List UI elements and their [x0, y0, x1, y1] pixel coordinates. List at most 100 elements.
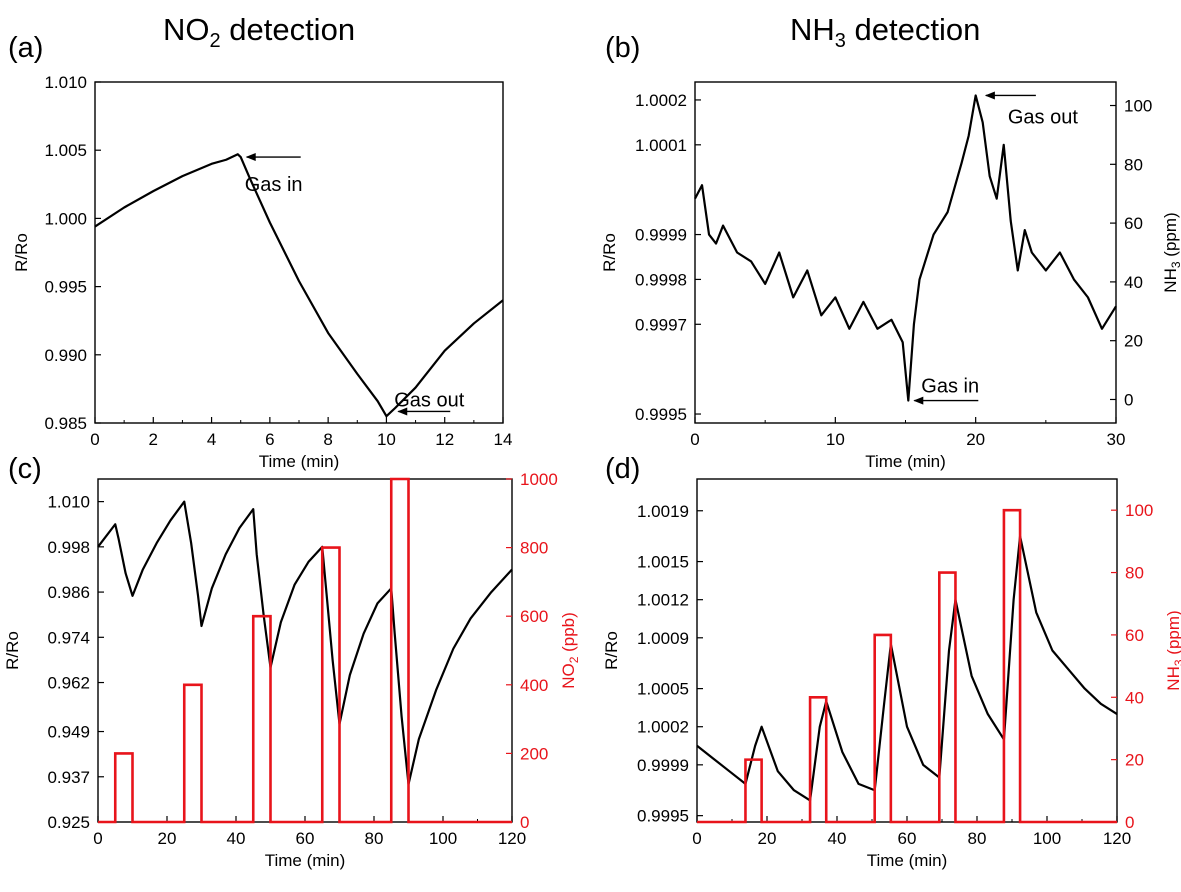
y2-tick-label-d: 60 — [1125, 626, 1144, 645]
y-tick-label-d: 1.0009 — [637, 629, 689, 648]
annotation-arrowhead-a-gas-in — [245, 153, 256, 162]
y-axis-label-a: R/Ro — [12, 233, 31, 272]
y-tick-label-c: 0.925 — [47, 813, 90, 832]
series-line-a-series — [94, 153, 504, 418]
y-tick-label-c: 1.010 — [47, 493, 90, 512]
y2-tick-label-c: 1000 — [520, 470, 558, 489]
x-tick-label-b: 20 — [966, 430, 985, 449]
y-tick-label-b: 0.9995 — [635, 405, 687, 424]
plot-frame-a — [94, 81, 504, 424]
title-a-rest: detection — [220, 12, 356, 47]
title-b-sub: 3 — [834, 30, 846, 53]
y2-tick-label-d: 100 — [1125, 501, 1153, 520]
title-b-rest: detection — [845, 12, 981, 47]
x-tick-label-a: 8 — [323, 430, 332, 449]
annotation-arrowhead-b-gas-in — [913, 396, 924, 405]
panel-label-d: (d) — [605, 453, 641, 485]
y-tick-label-a: 1.010 — [44, 73, 87, 92]
plot-frame-d — [696, 478, 1118, 823]
x-tick-label-a: 12 — [435, 430, 454, 449]
title-no2-detection: NO2 detection — [163, 12, 355, 53]
y2-tick-label-b: 60 — [1124, 214, 1143, 233]
x-axis-label-c: Time (min) — [265, 851, 346, 870]
y2-tick-label-b: 0 — [1124, 390, 1133, 409]
y2-axis-label-b: NH3 (ppm) — [1161, 212, 1181, 292]
annotation-label-b-gas-out: Gas out — [1008, 106, 1078, 128]
y-axis-label-d: R/Ro — [602, 631, 621, 670]
x-tick-label-d: 80 — [968, 829, 987, 848]
y-tick-label-c: 0.962 — [47, 674, 90, 693]
x-tick-label-c: 100 — [429, 829, 457, 848]
x-tick-label-d: 100 — [1033, 829, 1061, 848]
panel-label-c: (c) — [8, 453, 42, 485]
y2-tick-label-b: 100 — [1124, 97, 1152, 116]
x-tick-label-a: 0 — [90, 430, 99, 449]
y-tick-label-c: 0.986 — [47, 583, 90, 602]
y-axis-label-c: R/Ro — [3, 631, 22, 670]
x-tick-label-a: 2 — [149, 430, 158, 449]
series-line-d-r-ro — [696, 535, 1118, 802]
y2-tick-label-d: 0 — [1125, 813, 1134, 832]
x-tick-label-d: 60 — [898, 829, 917, 848]
annotation-label-b-gas-in: Gas in — [921, 376, 979, 398]
x-tick-label-d: 40 — [828, 829, 847, 848]
x-tick-label-c: 20 — [158, 829, 177, 848]
x-tick-label-c: 80 — [365, 829, 384, 848]
y2-tick-label-d: 20 — [1125, 751, 1144, 770]
y-tick-label-a: 0.985 — [44, 414, 87, 433]
y2-tick-label-c: 600 — [520, 607, 548, 626]
y2-tick-label-b: 20 — [1124, 332, 1143, 351]
x-tick-label-d: 120 — [1103, 829, 1131, 848]
x-tick-label-a: 6 — [265, 430, 274, 449]
annotation-arrowhead-a-gas-out — [397, 407, 408, 416]
annotation-arrowhead-b-gas-out — [984, 91, 995, 100]
y-tick-label-b: 1.0002 — [635, 91, 687, 110]
y-tick-label-a: 0.995 — [44, 278, 87, 297]
y2-tick-label-d: 80 — [1125, 564, 1144, 583]
x-tick-label-c: 120 — [498, 829, 526, 848]
y-tick-label-b: 0.9998 — [635, 270, 687, 289]
x-tick-label-c: 60 — [296, 829, 315, 848]
series-line-c-no2-ppb — [98, 477, 512, 824]
y-tick-label-c: 0.949 — [47, 723, 90, 742]
x-tick-label-a: 14 — [494, 430, 513, 449]
x-axis-label-a: Time (min) — [259, 452, 340, 471]
title-a-main: NO — [163, 12, 210, 47]
x-tick-label-d: 0 — [692, 829, 701, 848]
x-tick-label-c: 40 — [227, 829, 246, 848]
y-tick-label-b: 1.0001 — [635, 136, 687, 155]
y-axis-label-b: R/Ro — [600, 233, 619, 272]
panel-label-b: (b) — [605, 32, 641, 64]
x-tick-label-d: 20 — [758, 829, 777, 848]
x-axis-label-d: Time (min) — [867, 851, 948, 870]
y-tick-label-a: 1.005 — [44, 141, 87, 160]
y2-tick-label-c: 200 — [520, 744, 548, 763]
y-tick-label-c: 0.974 — [47, 628, 90, 647]
annotation-label-a-gas-in: Gas in — [245, 174, 303, 196]
y2-axis-label-d: NH3 (ppm) — [1164, 610, 1181, 690]
y2-axis-label-c: NO2 (ppb) — [559, 612, 581, 689]
y-tick-label-d: 0.9999 — [637, 756, 689, 775]
y2-tick-label-b: 80 — [1124, 155, 1143, 174]
title-nh3-detection: NH3 detection — [790, 12, 980, 53]
panel-label-a: (a) — [8, 32, 44, 64]
y2-tick-label-c: 800 — [520, 539, 548, 558]
series-line-d-nh3-ppm — [697, 508, 1117, 824]
y2-tick-label-d: 40 — [1125, 688, 1144, 707]
y-tick-label-d: 1.0005 — [637, 680, 689, 699]
y-tick-label-d: 1.0019 — [637, 502, 689, 521]
y-tick-label-d: 1.0012 — [637, 591, 689, 610]
y-tick-label-d: 1.0002 — [637, 718, 689, 737]
x-tick-label-c: 0 — [93, 829, 102, 848]
y-tick-label-b: 0.9999 — [635, 226, 687, 245]
x-tick-label-b: 0 — [690, 430, 699, 449]
x-tick-label-a: 10 — [377, 430, 396, 449]
series-line-c-r-ro — [97, 500, 513, 786]
y-tick-label-a: 1.000 — [44, 209, 87, 228]
y-tick-label-c: 0.998 — [47, 538, 90, 557]
x-tick-label-b: 30 — [1107, 430, 1126, 449]
x-tick-label-b: 10 — [826, 430, 845, 449]
plot-frame-c — [97, 478, 513, 823]
